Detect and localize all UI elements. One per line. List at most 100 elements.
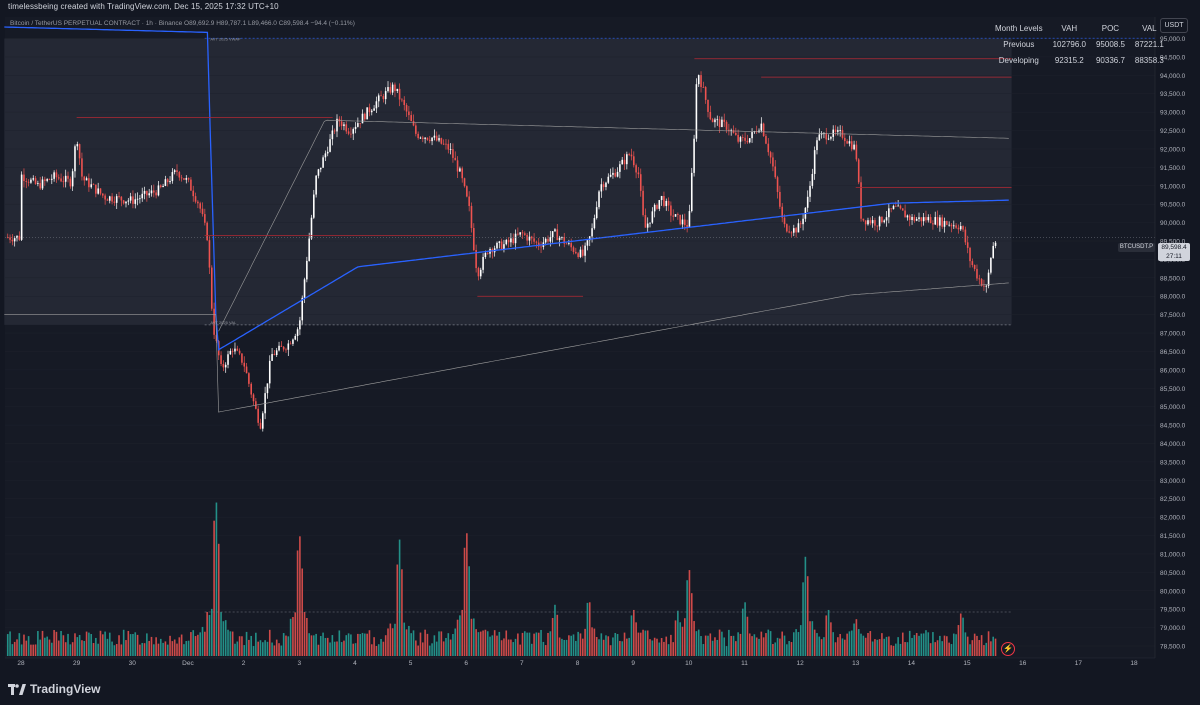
- candle-body: [278, 345, 280, 351]
- candle-body: [598, 191, 600, 208]
- volume-bar: [632, 609, 635, 656]
- candle-body: [245, 366, 248, 374]
- candle-body: [470, 206, 473, 229]
- candle-body: [41, 179, 44, 189]
- tradingview-logo[interactable]: TradingView: [8, 682, 100, 696]
- candle-body: [201, 208, 204, 215]
- volume-bar: [111, 641, 113, 656]
- candle-body: [904, 210, 906, 218]
- cell-vah: 102796.0: [1052, 39, 1086, 49]
- candle-body: [368, 107, 371, 113]
- candle-body: [929, 217, 932, 224]
- volume-bar: [939, 635, 941, 656]
- candle-body: [788, 231, 790, 233]
- volume-bar: [899, 643, 902, 656]
- candle-body: [25, 180, 28, 182]
- candle-body: [820, 133, 823, 135]
- volume-bar: [34, 644, 37, 656]
- volume-bar: [104, 631, 106, 656]
- volume-bar: [461, 609, 464, 656]
- price-tick-label: 84,000.0: [1160, 441, 1186, 448]
- candle-body: [704, 87, 707, 100]
- volume-bar: [867, 633, 869, 656]
- candle-body: [111, 196, 113, 202]
- candle-body: [966, 242, 969, 248]
- volume-bar: [201, 626, 204, 656]
- volume-bar: [621, 641, 624, 656]
- volume-bar: [925, 630, 927, 656]
- volume-bar: [391, 628, 394, 656]
- volume-bar: [394, 623, 396, 656]
- volume-bar: [222, 621, 225, 656]
- month-levels-header: Month Levels VAH POC VAL: [990, 20, 1169, 36]
- volume-bar: [670, 634, 672, 656]
- candle-body: [735, 132, 737, 135]
- candle-body: [751, 132, 753, 139]
- candle-body: [412, 121, 415, 126]
- candle-body: [303, 279, 306, 298]
- candle-body: [129, 196, 132, 201]
- price-tick-label: 91,500.0: [1160, 165, 1186, 172]
- candle-body: [586, 240, 589, 246]
- candle-body: [503, 244, 505, 250]
- volume-bar: [155, 637, 157, 656]
- volume-bar: [614, 632, 617, 656]
- candle-body: [813, 150, 816, 174]
- candle-body: [644, 215, 647, 228]
- candle-body: [415, 125, 417, 134]
- upper-band-line: [218, 119, 1009, 332]
- time-tick-label: 9: [631, 660, 635, 667]
- candle-body: [417, 133, 419, 139]
- candle-body: [709, 111, 712, 120]
- candle-body: [387, 87, 389, 92]
- candle-body: [176, 170, 178, 173]
- candle-body: [282, 346, 285, 350]
- volume-bar: [619, 640, 621, 656]
- candle-body: [338, 118, 341, 122]
- candle-body: [85, 178, 88, 181]
- volume-bar: [630, 615, 633, 656]
- candle-body: [528, 236, 531, 241]
- volume-bar: [994, 638, 997, 656]
- candle-body: [273, 354, 276, 355]
- volume-bar: [853, 623, 855, 656]
- volume-bar: [405, 629, 408, 656]
- candle-body: [354, 126, 357, 130]
- candle-body: [767, 143, 770, 153]
- price-tick-label: 80,500.0: [1160, 570, 1186, 577]
- lightning-icon[interactable]: ⚡: [1001, 642, 1015, 656]
- candle-body: [781, 206, 783, 218]
- candle-body: [236, 348, 239, 351]
- candle-body: [289, 343, 292, 345]
- volume-bar: [537, 632, 540, 656]
- candle-body: [614, 172, 617, 177]
- candle-body: [943, 221, 946, 227]
- last-price-badge: 89,598.4 27:11: [1158, 243, 1190, 261]
- volume-bar: [60, 630, 62, 656]
- candle-body: [257, 408, 259, 423]
- candle-body: [878, 216, 881, 227]
- time-tick-label: 15: [963, 660, 971, 667]
- candle-body: [593, 218, 596, 229]
- volume-bar: [220, 612, 222, 656]
- volume-bars: [6, 502, 997, 656]
- candle-body: [396, 88, 399, 91]
- volume-bar: [760, 631, 763, 656]
- volume-bar: [204, 631, 206, 656]
- volume-bar: [108, 632, 111, 656]
- candle-body: [23, 174, 25, 181]
- currency-button[interactable]: USDT: [1160, 18, 1188, 33]
- volume-bar: [359, 634, 361, 656]
- volume-bar: [635, 622, 637, 656]
- candle-body: [971, 261, 974, 266]
- lower-line-label: AVT 2025 VAL: [210, 320, 237, 325]
- volume-bar: [558, 637, 561, 656]
- cell-poc: 95008.5: [1095, 39, 1125, 49]
- volume-bar: [739, 633, 742, 656]
- time-tick-label: 12: [796, 660, 804, 667]
- volume-bar: [48, 639, 51, 656]
- candle-body: [9, 237, 11, 240]
- volume-bar: [498, 631, 501, 656]
- candle-body: [962, 226, 964, 230]
